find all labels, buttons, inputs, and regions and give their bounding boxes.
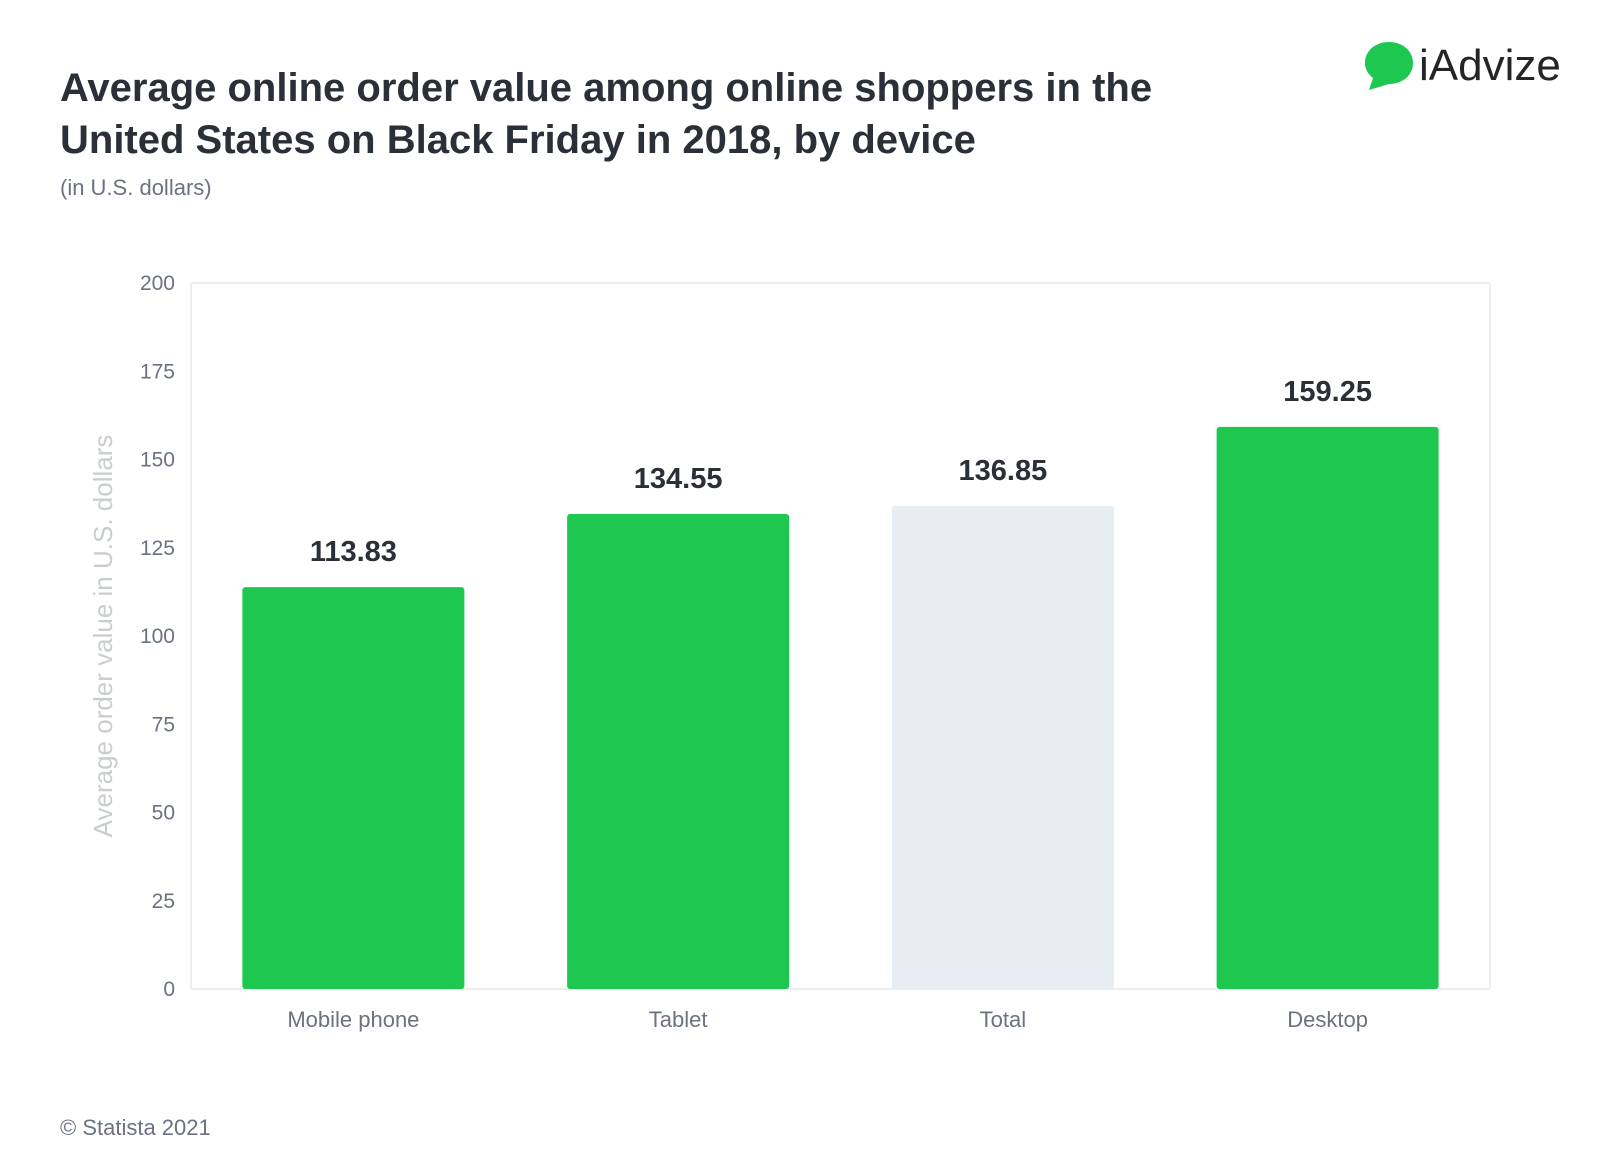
- bar: [567, 514, 790, 989]
- x-tick-label: Mobile phone: [287, 1007, 419, 1032]
- x-tick-label: Desktop: [1287, 1007, 1368, 1032]
- bar: [242, 587, 465, 989]
- speech-bubble-icon: [1365, 42, 1413, 90]
- copyright-footer: © Statista 2021: [60, 1115, 211, 1140]
- y-tick-label: 0: [163, 978, 175, 1001]
- bar: [1216, 426, 1439, 989]
- y-tick-label: 150: [140, 449, 175, 472]
- x-tick-label: Total: [980, 1007, 1026, 1032]
- bar: [891, 505, 1114, 989]
- y-tick-label: 75: [152, 713, 175, 736]
- plot-frame: [190, 282, 1491, 990]
- x-tick-label: Tablet: [649, 1007, 708, 1032]
- y-tick-label: 50: [152, 802, 175, 825]
- data-label: 159.25: [1283, 376, 1372, 408]
- brand-logo: iAdvize: [1363, 36, 1561, 96]
- data-label: 113.83: [310, 536, 397, 568]
- data-label: 136.85: [959, 455, 1048, 487]
- y-tick-label: 200: [140, 272, 175, 295]
- data-label: 134.55: [634, 463, 723, 495]
- chart-title: Average online order value among online …: [60, 66, 1153, 162]
- y-tick-label: 125: [140, 537, 175, 560]
- y-axis-label: Average order value in U.S. dollars: [88, 435, 118, 838]
- y-tick-label: 25: [152, 890, 175, 913]
- brand-name: iAdvize: [1419, 41, 1561, 90]
- y-tick-label: 100: [140, 625, 175, 648]
- y-tick-label: 175: [140, 360, 175, 383]
- chart-subtitle: (in U.S. dollars): [60, 175, 212, 200]
